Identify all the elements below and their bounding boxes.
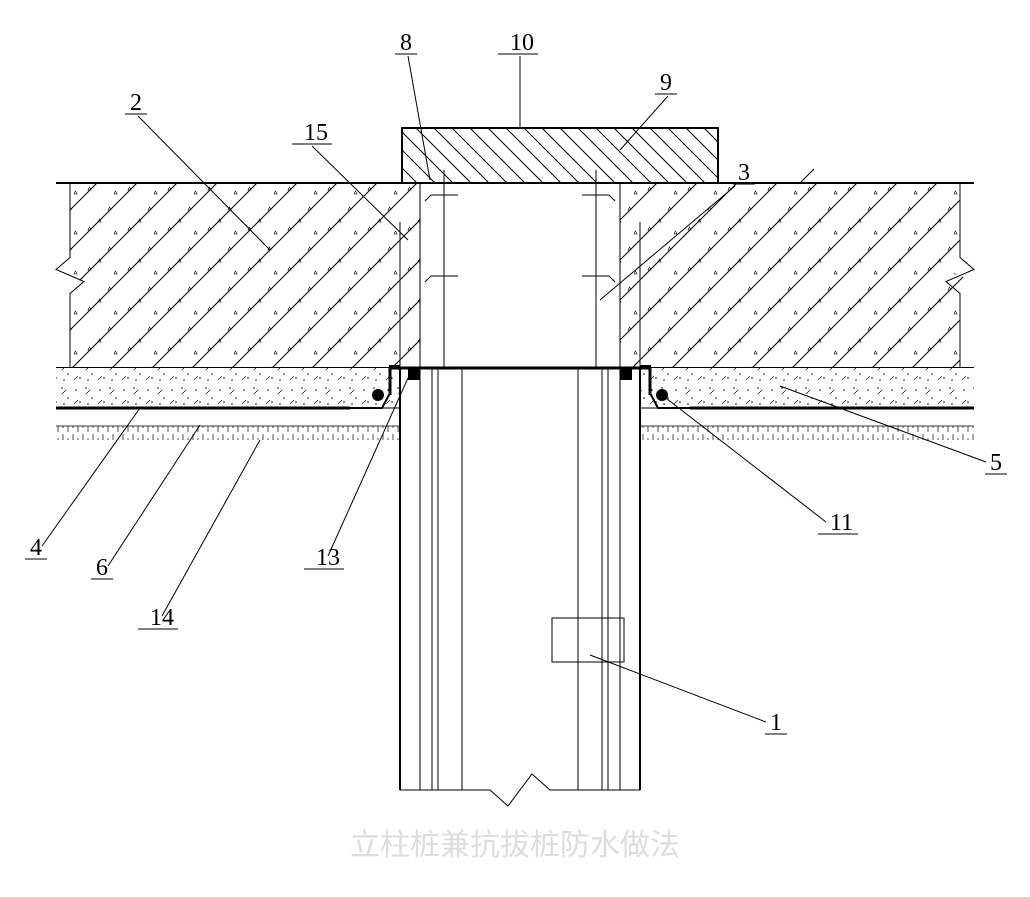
label-8: 8 — [400, 30, 412, 56]
sealant-dot — [372, 389, 384, 401]
label-6: 6 — [96, 555, 108, 581]
label-5: 5 — [990, 450, 1002, 476]
label-10: 10 — [510, 30, 534, 56]
label-15: 15 — [304, 120, 328, 146]
ground-hatch-right — [640, 426, 974, 440]
label-14: 14 — [150, 605, 174, 631]
slab-left — [56, 183, 420, 368]
label-4: 4 — [30, 535, 42, 561]
label-1: 1 — [770, 710, 782, 736]
label-11: 11 — [830, 510, 853, 536]
cap-block — [402, 128, 718, 183]
anchor-bolt — [408, 368, 420, 380]
caption: 立柱桩兼抗拔桩防水做法 — [350, 829, 680, 862]
protection-layer-left — [56, 368, 400, 408]
ground-hatch-left — [56, 426, 400, 440]
pile-section-box — [552, 618, 624, 662]
protection-layer-right — [640, 368, 974, 408]
label-13: 13 — [316, 545, 340, 571]
engineering-diagram: 810921535111461413立柱桩兼抗拔桩防水做法 — [0, 0, 1030, 897]
anchor-bolt — [620, 368, 632, 380]
label-9: 9 — [660, 70, 672, 96]
label-2: 2 — [130, 90, 142, 116]
slab-right — [620, 183, 974, 368]
label-3: 3 — [738, 160, 750, 186]
